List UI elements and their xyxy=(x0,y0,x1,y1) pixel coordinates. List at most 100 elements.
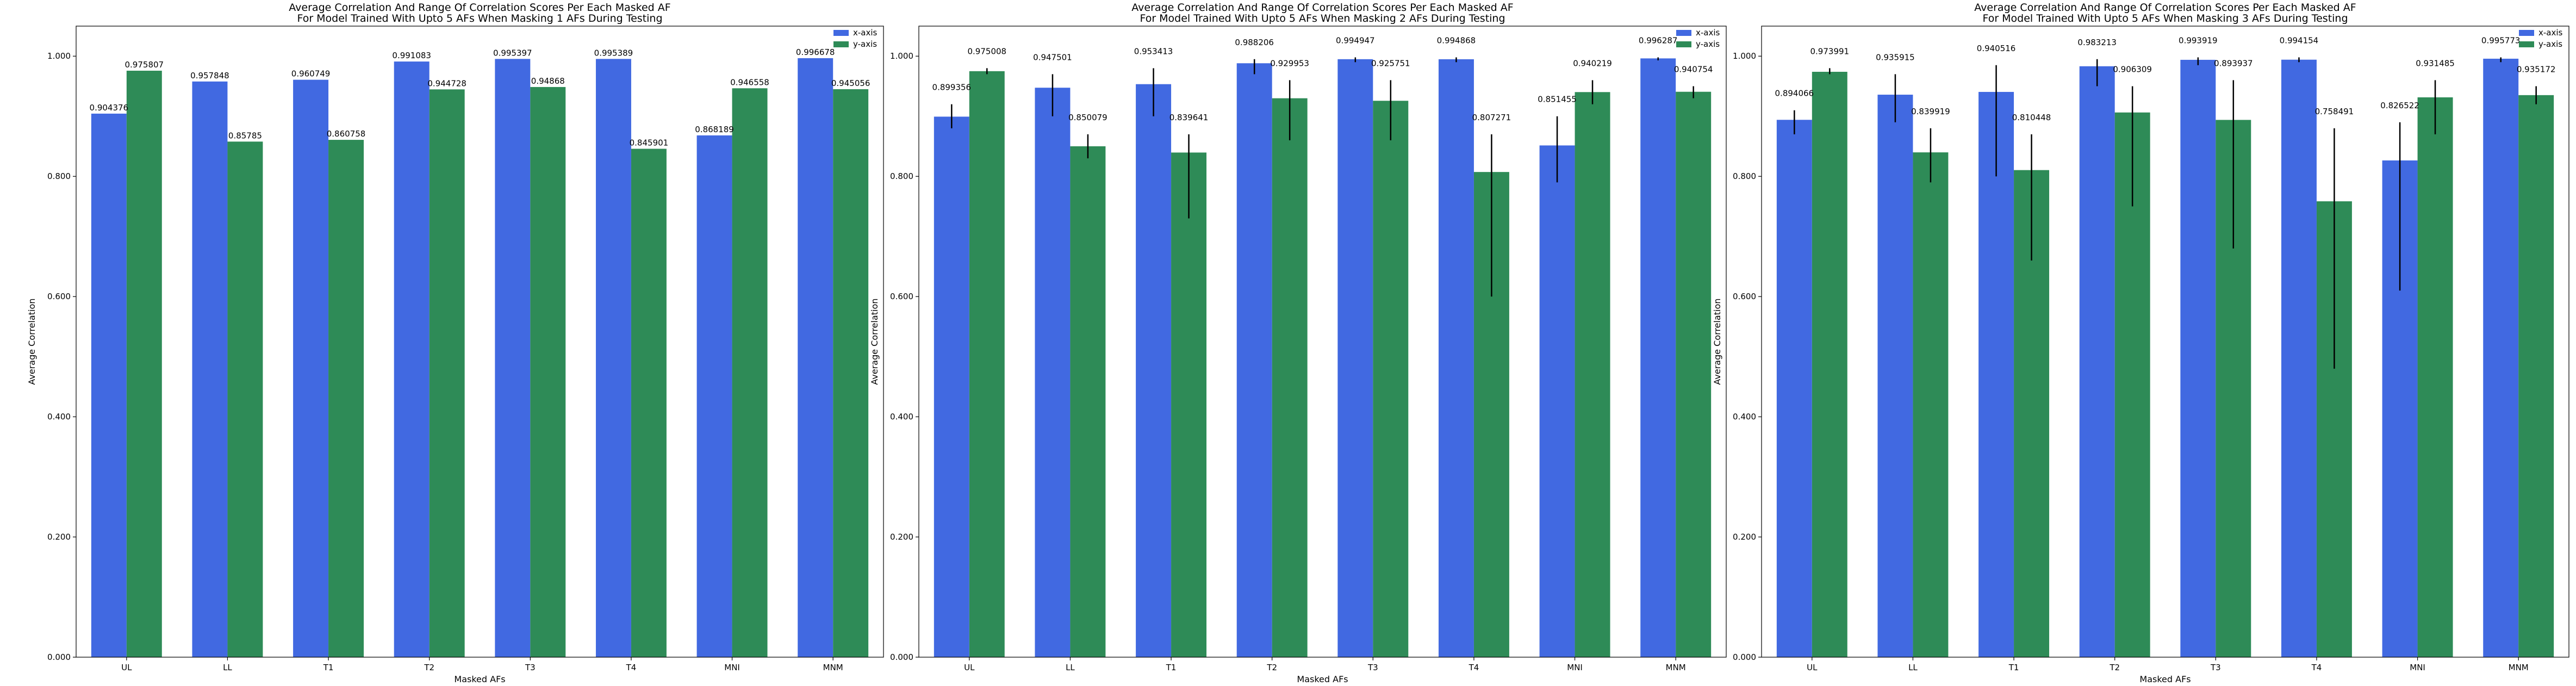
x-axis-label: Masked AFs xyxy=(454,674,505,684)
data-label: 0.995397 xyxy=(493,48,532,58)
bar-x-axis-MNM xyxy=(2483,58,2519,657)
x-axis-label: Masked AFs xyxy=(1297,674,1348,684)
y-tick-label: 0.800 xyxy=(890,171,913,181)
y-tick-label: 0.200 xyxy=(47,532,71,542)
data-label: 0.988206 xyxy=(1235,38,1274,47)
chart-panel-2: Average Correlation And Range Of Correla… xyxy=(869,2,1727,684)
bar-y-axis-MNI xyxy=(1575,92,1610,657)
data-label: 0.996287 xyxy=(1639,35,1678,45)
bar-y-axis-T4 xyxy=(631,149,667,657)
data-label: 0.807271 xyxy=(1472,113,1511,122)
bar-y-axis-MNM xyxy=(833,89,869,658)
data-label: 0.991083 xyxy=(392,51,431,60)
legend-label: x-axis xyxy=(853,28,878,38)
bar-y-axis-MNI xyxy=(732,88,768,657)
x-tick-label: T1 xyxy=(323,663,334,672)
x-tick-label: MNI xyxy=(724,663,740,672)
data-label: 0.851455 xyxy=(1538,95,1577,104)
data-label: 0.758491 xyxy=(2315,107,2354,116)
data-label: 0.894066 xyxy=(1775,89,1814,98)
bar-x-axis-LL xyxy=(1877,95,1913,658)
data-label: 0.860758 xyxy=(327,129,366,139)
y-tick-label: 1.000 xyxy=(1733,51,1756,61)
data-label: 0.826522 xyxy=(2380,101,2419,110)
x-tick-label: MNI xyxy=(2410,663,2425,672)
x-tick-label: UL xyxy=(964,663,975,672)
chart-panel-1: Average Correlation And Range Of Correla… xyxy=(27,2,884,684)
x-tick-label: LL xyxy=(1066,663,1075,672)
data-label: 0.995389 xyxy=(594,48,633,58)
data-label: 0.899356 xyxy=(932,83,972,92)
y-tick-label: 0.600 xyxy=(890,292,913,301)
chart-title-line: For Model Trained With Upto 5 AFs When M… xyxy=(1140,13,1505,24)
bar-x-axis-T4 xyxy=(1438,59,1474,658)
data-label: 0.906309 xyxy=(2113,64,2152,74)
data-label: 0.994947 xyxy=(1336,35,1375,45)
bar-x-axis-T1 xyxy=(1136,84,1172,657)
legend-swatch-x-axis xyxy=(2519,30,2534,36)
data-label: 0.935915 xyxy=(1876,52,1915,62)
y-tick-label: 0.000 xyxy=(47,652,71,662)
x-tick-label: T4 xyxy=(2311,663,2322,672)
chart-title-line: Average Correlation And Range Of Correla… xyxy=(1131,2,1513,14)
x-tick-label: MNM xyxy=(2509,663,2529,672)
data-label: 0.925751 xyxy=(1371,58,1410,68)
data-label: 0.94868 xyxy=(531,76,565,86)
bar-x-axis-MNM xyxy=(1640,58,1676,657)
legend-swatch-y-axis xyxy=(833,41,849,47)
bar-x-axis-T1 xyxy=(1978,91,2014,658)
bar-x-axis-T4 xyxy=(2281,59,2317,657)
data-label: 0.957848 xyxy=(190,71,229,81)
data-label: 0.810448 xyxy=(2012,113,2051,122)
data-label: 0.953413 xyxy=(1134,46,1173,56)
bar-x-axis-T1 xyxy=(293,79,329,658)
x-tick-label: LL xyxy=(1908,663,1918,672)
x-tick-label: UL xyxy=(1807,663,1818,672)
x-tick-label: MNM xyxy=(823,663,843,672)
data-label: 0.944728 xyxy=(427,78,466,88)
x-tick-label: T1 xyxy=(2008,663,2019,672)
bar-y-axis-T3 xyxy=(530,86,566,658)
y-tick-label: 0.000 xyxy=(1733,652,1756,662)
bar-x-axis-MNI xyxy=(696,135,732,658)
bar-y-axis-T1 xyxy=(1171,152,1207,657)
x-tick-label: LL xyxy=(223,663,232,672)
data-label: 0.904376 xyxy=(90,103,129,113)
x-tick-label: T3 xyxy=(525,663,536,672)
legend-swatch-y-axis xyxy=(2519,41,2534,47)
data-label: 0.960749 xyxy=(291,69,331,79)
data-label: 0.868189 xyxy=(695,125,734,134)
y-tick-label: 0.400 xyxy=(1733,412,1756,422)
plot-frame xyxy=(1761,26,2569,658)
data-label: 0.929953 xyxy=(1270,58,1309,68)
chart-title-line: For Model Trained With Upto 5 AFs When M… xyxy=(297,13,662,24)
x-tick-label: T2 xyxy=(1266,663,1277,672)
bar-y-axis-MNI xyxy=(2417,97,2453,657)
data-label: 0.993919 xyxy=(2179,35,2218,45)
x-tick-label: MNI xyxy=(1567,663,1583,672)
y-tick-label: 0.400 xyxy=(890,412,913,422)
x-axis-label: Masked AFs xyxy=(2139,674,2191,684)
data-label: 0.893937 xyxy=(2214,58,2253,68)
data-label: 0.973991 xyxy=(1810,46,1850,56)
bar-x-axis-MNM xyxy=(798,58,833,658)
bar-x-axis-UL xyxy=(1776,120,1812,657)
bar-y-axis-LL xyxy=(1913,152,1949,657)
chart-title-line: Average Correlation And Range Of Correla… xyxy=(289,2,670,14)
data-label: 0.935172 xyxy=(2517,64,2556,74)
data-label: 0.940754 xyxy=(1674,64,1713,74)
legend-swatch-x-axis xyxy=(833,30,849,36)
legend-label: x-axis xyxy=(2538,28,2563,38)
x-tick-label: T4 xyxy=(626,663,637,672)
data-label: 0.940516 xyxy=(1977,44,2016,53)
bar-x-axis-T3 xyxy=(1337,59,1373,658)
y-axis-label: Average Correlation xyxy=(869,298,880,385)
bar-y-axis-UL xyxy=(1812,71,1847,658)
y-tick-label: 0.200 xyxy=(890,532,913,542)
bar-y-axis-LL xyxy=(227,141,263,657)
bar-y-axis-UL xyxy=(126,70,162,658)
y-tick-label: 0.400 xyxy=(47,412,71,422)
